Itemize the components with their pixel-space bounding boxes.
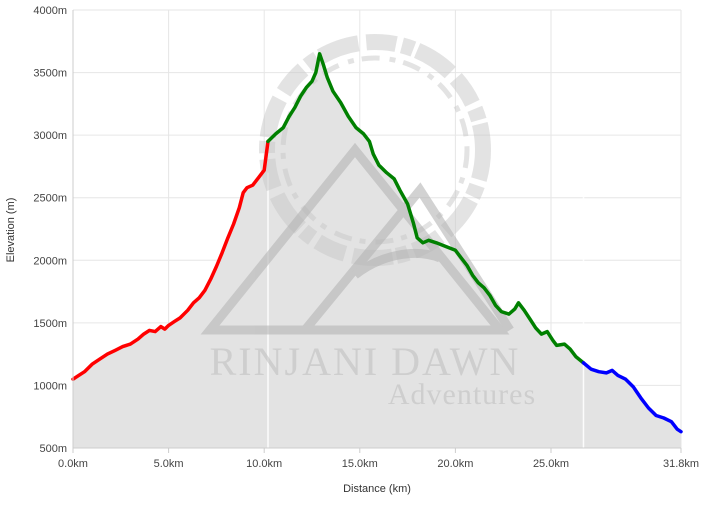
y-tick-label: 2000m <box>33 255 67 267</box>
x-axis-title: Distance (km) <box>343 483 411 495</box>
series-line-1 <box>71 139 270 381</box>
series-line-2 <box>266 52 586 365</box>
stage-marker-layer <box>267 172 585 448</box>
y-tick-label: 3000m <box>33 130 67 142</box>
axis-layer: 500m 1000m 1500m 2000m 2500m 3000m 3500m 4000m 0… <box>33 5 699 470</box>
x-tick-label: 31.8km <box>663 458 699 470</box>
x-tick-label: 10.0km <box>246 458 282 470</box>
x-tick-label: 15.0km <box>342 458 378 470</box>
x-tick-label: 20.0km <box>437 458 473 470</box>
y-tick-label: 4000m <box>33 5 67 17</box>
series-line-layer <box>71 52 683 434</box>
x-tick-label: 5.0km <box>154 458 184 470</box>
x-tick-label: 25.0km <box>533 458 569 470</box>
series-line-3 <box>581 361 683 434</box>
y-tick-label: 500m <box>39 443 67 455</box>
y-axis-title: Elevation (m) <box>5 198 17 263</box>
y-tick-label: 1500m <box>33 318 67 330</box>
watermark-line-2: Adventures <box>388 378 536 411</box>
watermark-line-1: RINJANI DAWN <box>210 339 521 384</box>
y-tick-label: 3500m <box>33 68 67 80</box>
y-tick-label: 2500m <box>33 193 67 205</box>
x-tick-label: 0.0km <box>58 458 88 470</box>
y-tick-label: 1000m <box>33 380 67 392</box>
